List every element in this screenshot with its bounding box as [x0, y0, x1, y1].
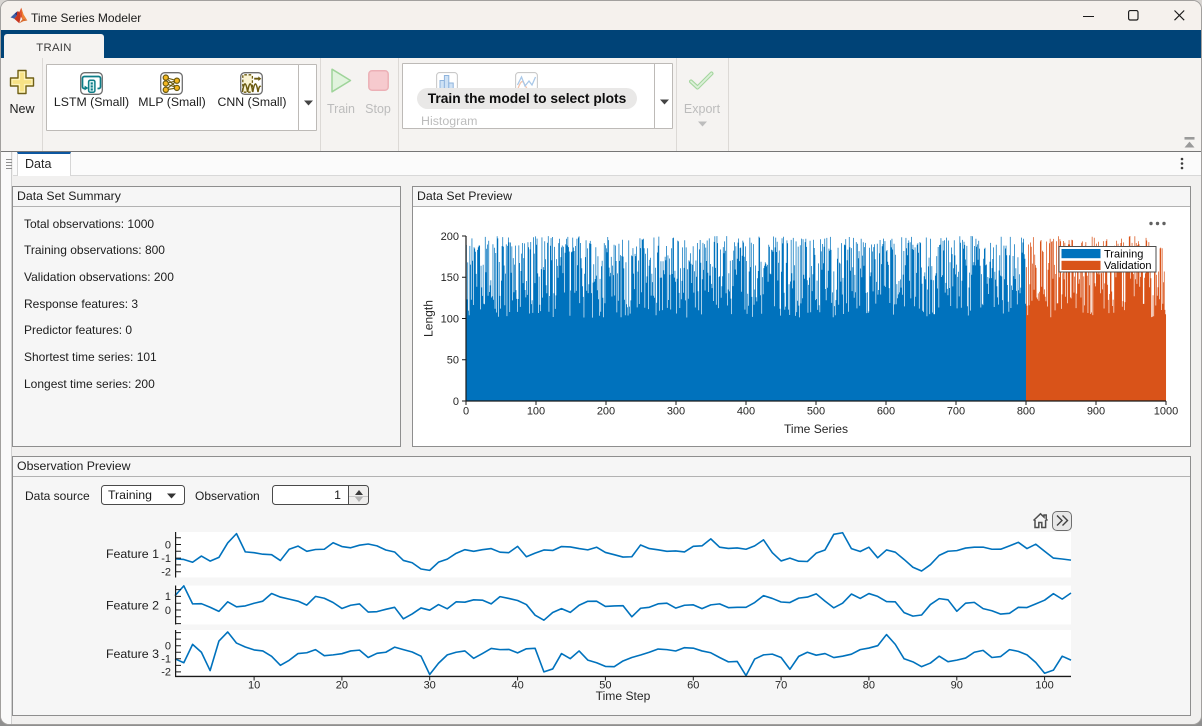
svg-text:800: 800 — [1017, 405, 1035, 417]
svg-text:70: 70 — [775, 679, 787, 691]
svg-text:150: 150 — [441, 272, 459, 284]
svg-text:30: 30 — [424, 679, 436, 691]
svg-text:Feature 3: Feature 3 — [106, 647, 159, 661]
svg-text:0: 0 — [165, 640, 171, 652]
svg-text:Time Series: Time Series — [784, 422, 848, 436]
svg-text:Length: Length — [422, 300, 436, 337]
svg-text:-1: -1 — [161, 653, 171, 665]
svg-text:100: 100 — [441, 313, 459, 325]
svg-text:Feature 2: Feature 2 — [106, 598, 159, 612]
svg-text:1: 1 — [165, 591, 171, 603]
svg-text:200: 200 — [441, 230, 459, 242]
svg-text:Training: Training — [1104, 248, 1143, 260]
svg-text:-1: -1 — [161, 553, 171, 565]
svg-text:10: 10 — [248, 679, 260, 691]
svg-text:100: 100 — [1035, 679, 1053, 691]
svg-text:50: 50 — [447, 354, 459, 366]
svg-text:90: 90 — [951, 679, 963, 691]
svg-text:700: 700 — [947, 405, 965, 417]
svg-text:Validation: Validation — [1104, 260, 1152, 272]
svg-text:-2: -2 — [161, 566, 171, 578]
svg-text:-2: -2 — [161, 666, 171, 678]
svg-text:400: 400 — [737, 405, 755, 417]
svg-text:Feature 1: Feature 1 — [106, 547, 159, 561]
svg-text:200: 200 — [597, 405, 615, 417]
svg-text:0: 0 — [165, 605, 171, 617]
svg-text:500: 500 — [807, 405, 825, 417]
svg-text:0: 0 — [463, 405, 469, 417]
svg-text:40: 40 — [511, 679, 523, 691]
svg-text:100: 100 — [527, 405, 545, 417]
svg-text:900: 900 — [1087, 405, 1105, 417]
svg-text:0: 0 — [453, 395, 459, 407]
svg-text:60: 60 — [687, 679, 699, 691]
svg-text:Time Step: Time Step — [596, 689, 651, 703]
svg-text:50: 50 — [599, 679, 611, 691]
svg-text:80: 80 — [863, 679, 875, 691]
svg-text:0: 0 — [165, 539, 171, 551]
svg-text:300: 300 — [667, 405, 685, 417]
svg-text:20: 20 — [336, 679, 348, 691]
svg-text:600: 600 — [877, 405, 895, 417]
svg-text:1000: 1000 — [1154, 405, 1178, 417]
